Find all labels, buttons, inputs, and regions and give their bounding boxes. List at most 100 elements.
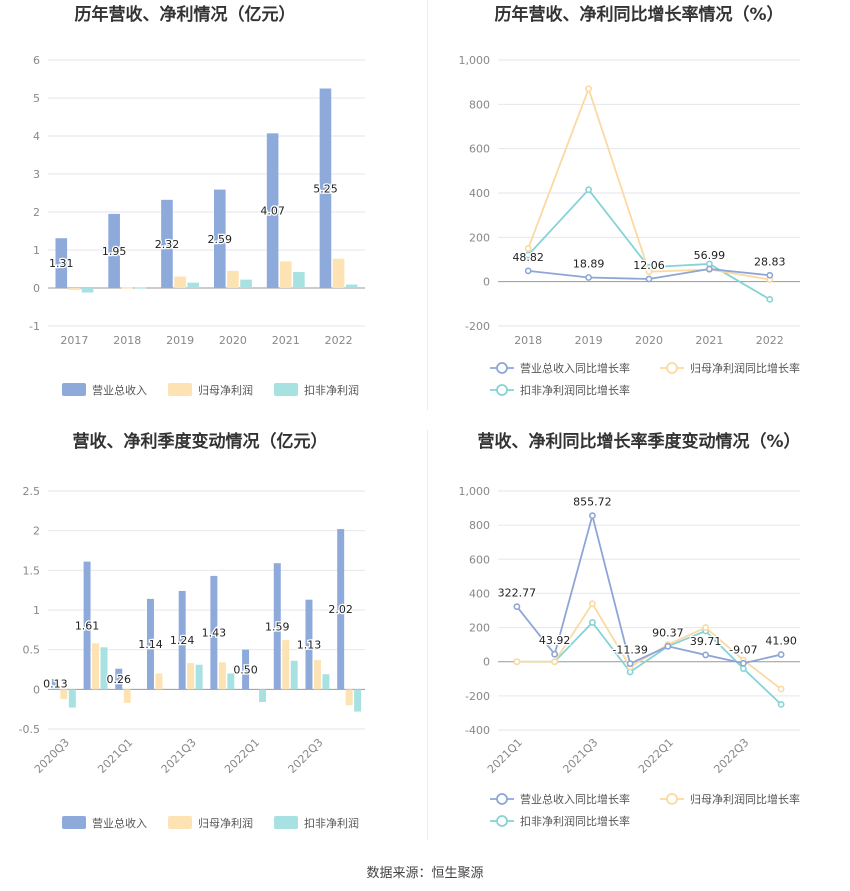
data-point bbox=[777, 685, 785, 693]
x-tick-label: 2021Q3 bbox=[560, 736, 600, 776]
legend-swatch bbox=[274, 383, 298, 396]
data-point bbox=[513, 658, 521, 666]
data-point bbox=[777, 700, 785, 708]
legend-label: 营业总收入 bbox=[92, 383, 147, 397]
data-label: 2.02 bbox=[328, 603, 353, 616]
panel-divider bbox=[427, 0, 428, 410]
legend-label: 扣非净利润 bbox=[304, 383, 359, 397]
y-tick-label: 1,000 bbox=[459, 485, 491, 498]
bar-revenue bbox=[305, 599, 313, 690]
legend-label: 归母净利润同比增长率 bbox=[690, 792, 800, 806]
x-tick-label: 2020 bbox=[219, 334, 247, 347]
legend-marker bbox=[666, 793, 678, 805]
data-point bbox=[551, 658, 559, 666]
data-point bbox=[777, 651, 785, 658]
data-point bbox=[524, 245, 532, 252]
data-point bbox=[588, 600, 596, 608]
data-point bbox=[585, 274, 592, 281]
panel-divider bbox=[427, 430, 428, 840]
legend-swatch bbox=[168, 383, 192, 396]
y-tick-label: 6 bbox=[33, 54, 40, 67]
legend-swatch bbox=[274, 816, 298, 829]
bar-revenue bbox=[83, 561, 91, 690]
y-tick-label: 1,000 bbox=[459, 54, 491, 67]
chart-title: 营收、净利同比增长率季度变动情况（%） bbox=[477, 431, 800, 452]
bar-deducted-profit bbox=[259, 689, 267, 703]
x-tick-label: 2020 bbox=[635, 334, 663, 347]
bar-deducted-profit bbox=[293, 272, 305, 288]
y-tick-label: 200 bbox=[469, 231, 490, 244]
data-point bbox=[739, 665, 747, 672]
bar-deducted-profit bbox=[187, 282, 200, 288]
data-label: 1.13 bbox=[297, 639, 322, 652]
x-tick-label: 2020Q3 bbox=[32, 736, 72, 776]
bar-net-profit bbox=[68, 288, 81, 290]
annual-growth-rate-chart: 历年营收、净利同比增长率情况（%） 1,000 800 600 400 200 0 -200 4… bbox=[459, 4, 800, 397]
bar-revenue bbox=[210, 575, 218, 690]
data-point bbox=[551, 650, 559, 658]
y-tick-label: 800 bbox=[469, 98, 490, 111]
y-tick-label: 1 bbox=[33, 604, 40, 617]
bar-net-profit bbox=[123, 689, 131, 703]
bar-revenue bbox=[213, 189, 226, 288]
y-tick-label: 4 bbox=[33, 130, 40, 143]
bar-deducted-profit bbox=[68, 689, 76, 708]
bar-net-profit bbox=[155, 673, 163, 690]
data-point bbox=[585, 186, 592, 194]
bar-net-profit bbox=[60, 689, 68, 699]
data-label: 5.25 bbox=[313, 182, 338, 195]
y-tick-label: 1.5 bbox=[23, 564, 41, 577]
data-label: 1.61 bbox=[75, 619, 100, 632]
data-point bbox=[766, 295, 774, 303]
bar-revenue bbox=[55, 238, 68, 288]
bar-revenue bbox=[146, 598, 154, 690]
bar-deducted-profit bbox=[345, 284, 358, 288]
bar-deducted-profit bbox=[81, 288, 94, 293]
bar-net-profit bbox=[345, 689, 353, 706]
y-tick-label: -400 bbox=[465, 724, 490, 737]
x-tick-label: 2022Q3 bbox=[286, 736, 326, 776]
legend-marker bbox=[496, 384, 508, 396]
quarterly-revenue-profit-chart: 营收、净利季度变动情况（亿元）2.521.510.50-0.50.131.610… bbox=[19, 431, 365, 830]
data-point bbox=[702, 651, 710, 659]
data-label: 56.99 bbox=[694, 249, 726, 262]
bar-net-profit bbox=[313, 659, 321, 690]
data-label: 1.24 bbox=[170, 634, 195, 647]
x-tick-label: 2017 bbox=[60, 334, 88, 347]
bar-deducted-profit bbox=[134, 287, 147, 289]
y-tick-label: -200 bbox=[465, 320, 490, 333]
data-label: -9.07 bbox=[729, 643, 757, 656]
data-label: 1.59 bbox=[265, 620, 290, 633]
data-point bbox=[585, 85, 592, 93]
y-tick-label: 2 bbox=[33, 206, 40, 219]
data-point bbox=[739, 659, 747, 667]
y-tick-label: 200 bbox=[469, 622, 490, 635]
y-tick-label: 0 bbox=[33, 282, 40, 295]
bar-net-profit bbox=[279, 261, 292, 288]
legend-label: 扣非净利润 bbox=[304, 816, 359, 830]
data-label: 12.06 bbox=[633, 259, 665, 272]
data-label: 41.90 bbox=[765, 635, 797, 648]
annual-revenue-profit-chart: 历年营收、净利情况（亿元） 6 5 4 3 2 1 0 -1 1.31 1.95 2.32 2.59 4.… bbox=[29, 4, 365, 397]
bar-net-profit bbox=[332, 258, 345, 288]
legend-swatch bbox=[62, 383, 86, 396]
y-tick-label: 0.5 bbox=[23, 644, 41, 657]
chart-title: 历年营收、净利情况（亿元） bbox=[75, 4, 296, 25]
data-label: -11.39 bbox=[612, 644, 647, 657]
bar-deducted-profit bbox=[290, 660, 298, 690]
data-label: 2.32 bbox=[155, 238, 180, 251]
y-tick-label: 600 bbox=[469, 553, 490, 566]
x-tick-label: 2022 bbox=[756, 334, 784, 347]
bar-net-profit bbox=[227, 270, 239, 288]
data-label: 39.71 bbox=[690, 635, 722, 648]
legend-label: 归母净利润同比增长率 bbox=[690, 361, 800, 375]
x-tick-label: 2021Q1 bbox=[95, 736, 135, 776]
data-point bbox=[702, 624, 710, 631]
series-line-net-profit-growth bbox=[527, 86, 770, 281]
x-tick-label: 2021Q1 bbox=[485, 736, 525, 776]
y-tick-label: 800 bbox=[469, 519, 490, 532]
data-label: 855.72 bbox=[573, 496, 612, 509]
bar-deducted-profit bbox=[322, 674, 330, 690]
data-point bbox=[524, 267, 532, 275]
bar-revenue bbox=[266, 133, 279, 288]
